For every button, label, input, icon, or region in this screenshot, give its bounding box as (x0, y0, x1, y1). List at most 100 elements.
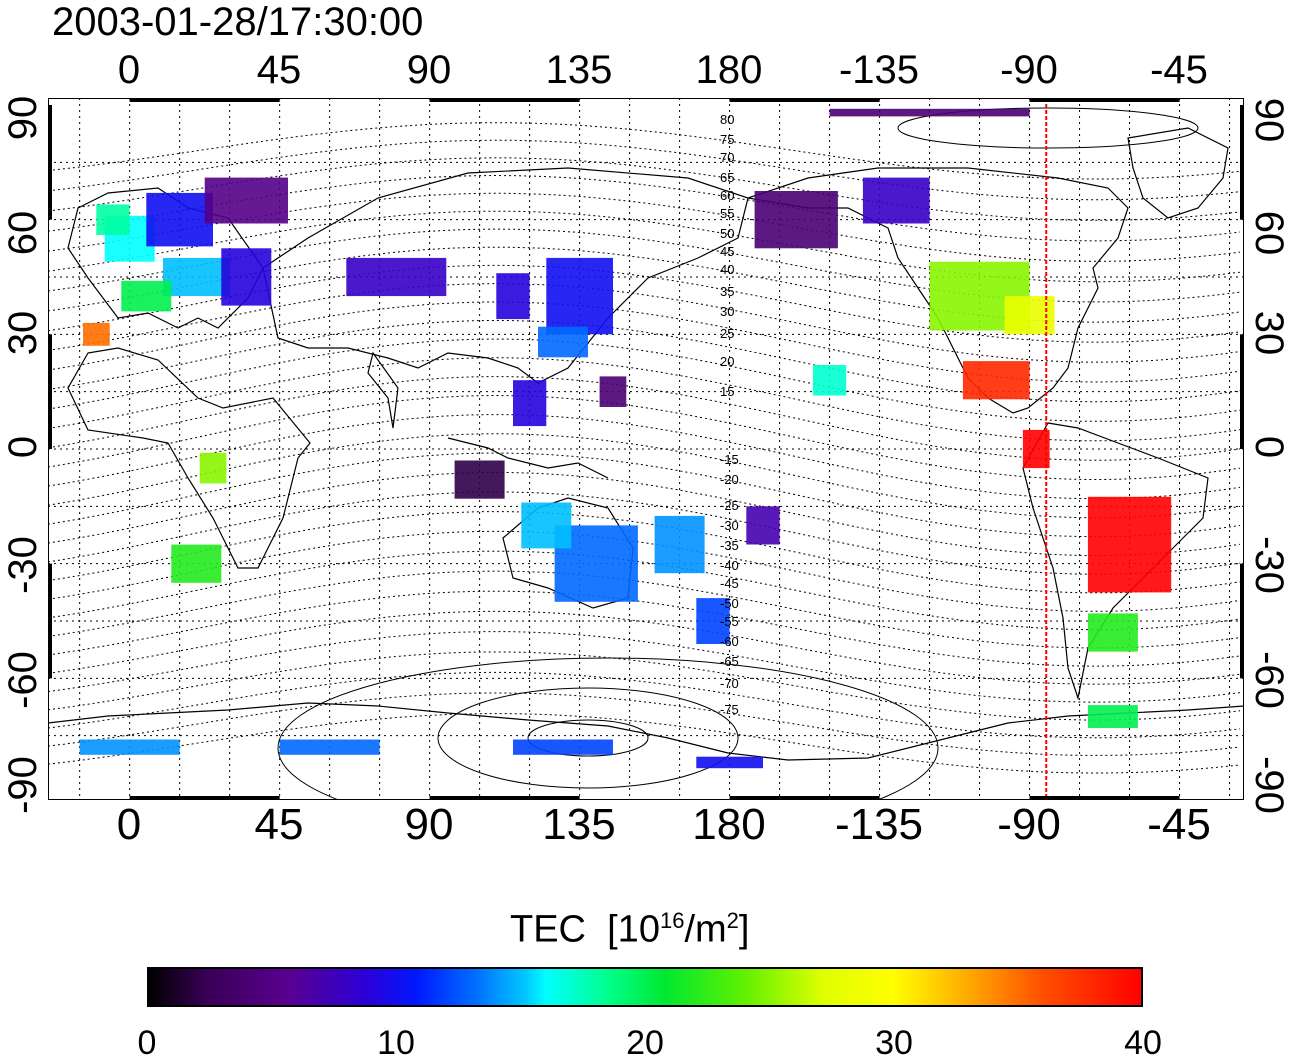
tec-patch (1087, 613, 1138, 652)
frame-tick-bar (1240, 334, 1244, 449)
lat-label-right: 0 (1247, 435, 1291, 459)
contour-label: 30 (720, 304, 734, 319)
tec-patch (696, 756, 763, 769)
frame-tick-bar (1029, 796, 1180, 800)
magnetic-contour-line (47, 472, 1241, 556)
contour-label: -70 (720, 676, 739, 691)
lon-label-top: -135 (838, 48, 920, 92)
magnetic-contour-line (47, 713, 1241, 774)
tec-patch (454, 460, 505, 499)
tec-patch (862, 177, 930, 224)
colorbar-tick-label: 20 (626, 1024, 664, 1062)
magnetic-contour-line (47, 570, 1241, 649)
tec-patch (1022, 429, 1050, 469)
frame-tick-bar (729, 796, 880, 800)
tec-patch (79, 739, 180, 755)
frame-tick-bar (429, 98, 580, 102)
contour-label: -30 (720, 518, 739, 533)
lat-label-right: -90 (1247, 756, 1291, 814)
contour-labels: 80 75 70 65 60 55 50 45 40 35 30 25 20 15 -15 -20 -25 -30… (720, 112, 739, 717)
lat-label-right: 90 (1247, 97, 1291, 143)
tec-patch (1087, 705, 1138, 728)
lon-label-top: 135 (545, 48, 613, 92)
tec-patch (746, 506, 780, 545)
lon-label-top: 0 (117, 48, 141, 92)
contour-label: -60 (720, 634, 739, 649)
contour-label: 45 (720, 244, 734, 259)
magnetic-contour-line (47, 210, 1241, 283)
contour-label: 20 (720, 354, 734, 369)
tec-patch (521, 502, 572, 549)
frame-tick-bar (1240, 563, 1244, 679)
tec-patch (204, 177, 288, 224)
lat-label-right: -60 (1247, 651, 1291, 709)
magnetic-pole-contour (527, 719, 649, 757)
tec-patch (496, 273, 530, 320)
magnetic-contour-line (47, 590, 1241, 667)
lon-label-bottom: 135 (542, 800, 616, 849)
contour-label: -20 (720, 472, 739, 487)
tec-patch (221, 248, 272, 306)
frame-tick-bar (729, 98, 880, 102)
contour-label: -45 (720, 576, 739, 591)
contour-label: 50 (720, 226, 734, 241)
lon-label-bottom: -135 (834, 800, 924, 849)
contour-label: -55 (720, 614, 739, 629)
tec-patch (1087, 496, 1172, 593)
frame-tick-bar (429, 796, 580, 800)
tec-patch (96, 204, 130, 235)
lon-label-bottom: 0 (116, 800, 142, 849)
magnetic-contour-line (47, 139, 1241, 201)
lon-label-top: -45 (1150, 48, 1208, 92)
north-america-coastline (747, 167, 1129, 414)
tec-patch (962, 361, 1030, 400)
antarctica-coastline (47, 702, 1245, 761)
tec-patch (538, 326, 588, 358)
tec-patch (696, 598, 730, 644)
contour-label: -40 (720, 558, 739, 573)
colorbar-title: TEC [1016/m2] (510, 908, 750, 951)
tec-patch (199, 452, 227, 484)
lat-label-right: -30 (1247, 536, 1291, 594)
contour-label: 65 (720, 170, 734, 185)
india-coastline (367, 351, 399, 429)
tec-patch (346, 257, 447, 297)
frame-tick-bar (48, 563, 52, 679)
lon-label-top: 90 (406, 48, 452, 92)
tec-patch (83, 322, 110, 346)
contour-label: -75 (720, 702, 739, 717)
magnetic-contour-line (47, 511, 1241, 594)
magnetic-latitude-contours (47, 107, 1241, 839)
tec-patch (812, 364, 847, 396)
contour-label: 75 (720, 132, 734, 147)
lon-label-top: -90 (1000, 48, 1058, 92)
magnetic-contour-line (47, 320, 1241, 403)
contour-label: 70 (720, 150, 734, 165)
contour-label: 40 (720, 262, 734, 277)
colorbar-tick-label: 10 (377, 1024, 415, 1062)
magnetic-contour-line (47, 631, 1241, 703)
axis-ticks (48, 98, 1244, 800)
magnetic-contour-line (47, 491, 1241, 575)
lat-label-left: 60 (1, 210, 45, 256)
africa-coastline (67, 347, 311, 569)
magnetic-contour-line (47, 283, 1241, 363)
frame-tick-bar (129, 98, 280, 102)
magnetic-contour-line (47, 692, 1241, 756)
lon-label-top: 45 (256, 48, 302, 92)
lon-label-bottom: -45 (1147, 800, 1211, 849)
contour-label: -25 (720, 498, 739, 513)
magnetic-contour-line (47, 550, 1241, 631)
lat-label-left: 90 (1, 95, 45, 141)
frame-tick-bar (1029, 98, 1180, 102)
tec-patch (654, 515, 705, 574)
magnetic-contour-line (47, 610, 1241, 685)
tec-data-patches (79, 108, 1172, 769)
colorbar-tick-label: 40 (1124, 1024, 1162, 1062)
coastlines (47, 127, 1245, 761)
lat-label-left: 30 (1, 310, 45, 356)
tec-patch (513, 739, 613, 755)
tec-patch (513, 380, 547, 427)
colorbar-tick-label: 0 (137, 1024, 157, 1062)
frame-tick-bar (48, 334, 52, 449)
